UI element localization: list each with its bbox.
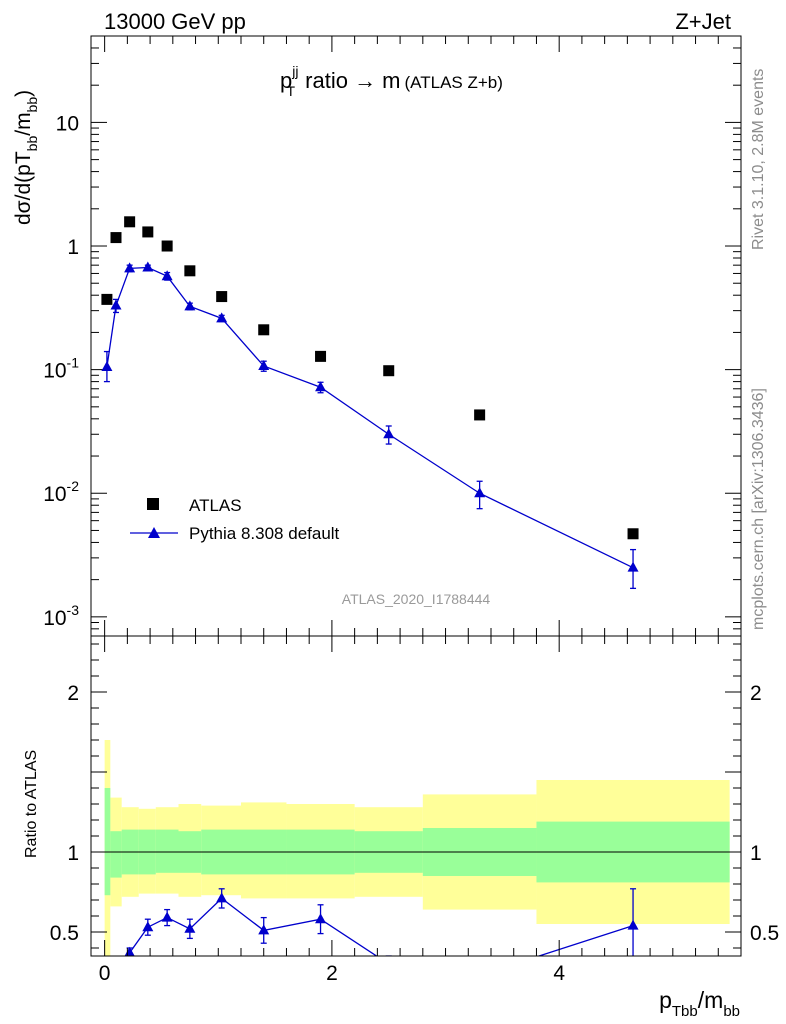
ratio-frame (90, 635, 742, 957)
pythia-series (101, 261, 639, 590)
legend: ATLAS Pythia 8.308 default (130, 496, 340, 543)
ratio-y-tick-label-left: 0.5 (50, 922, 79, 945)
atlas-point (101, 293, 113, 305)
pythia-point (110, 299, 122, 310)
ratio-y-tick-label-left: 1 (67, 842, 79, 865)
atlas-point (474, 409, 486, 421)
pythia-point (627, 561, 639, 572)
pythia-point (216, 312, 228, 323)
pythia-point (142, 261, 154, 272)
atlas-point (124, 216, 136, 228)
pythia-point (101, 361, 113, 372)
ratio-green-band (155, 829, 179, 873)
atlas-series (101, 216, 639, 540)
ratio-pythia-point (142, 921, 154, 932)
ratio-pythia-point (627, 919, 639, 930)
ratio-pythia-point (258, 924, 270, 935)
pythia-point (124, 262, 136, 273)
x-axis-label: pTbb/mbb (659, 987, 740, 1020)
process-label: Z+Jet (675, 9, 731, 34)
ratio-pythia-point (184, 922, 196, 933)
main-y-tick-labels: 10 1 10-1 10-2 10-3 (43, 112, 79, 629)
ratio-green-band (110, 831, 122, 878)
main-y-tick-label: 10-1 (43, 355, 79, 383)
main-y-tick-label: 10 (56, 112, 79, 135)
x-tick-label: 2 (326, 962, 338, 985)
main-y-tick-label: 10-2 (43, 478, 79, 506)
atlas-point (110, 232, 122, 244)
ratio-green-band (104, 788, 111, 896)
atlas-point (142, 226, 154, 238)
analysis-watermark: ATLAS_2020_I1788444 (342, 591, 491, 607)
ratio-y-tick-label-right: 1 (750, 842, 762, 865)
main-panel: 10 1 10-1 10-2 10-3 pjj T ratio → m (ATLAS Z+b… (12, 35, 742, 637)
atlas-point (383, 365, 395, 377)
pythia-point (184, 300, 196, 311)
atlas-point (216, 291, 228, 303)
ratio-y-axis-label: Ratio to ATLAS (23, 750, 40, 858)
main-y-tick-label: 10-3 (43, 602, 79, 630)
main-y-tick-label: 1 (67, 236, 79, 259)
ratio-pythia-point (216, 892, 228, 903)
ratio-pythia-point (111, 961, 122, 971)
pythia-line (106, 266, 634, 569)
ratio-y-tick-labels: 0.5 0.5 1 1 2 2 (50, 682, 779, 945)
ratio-bands (104, 740, 730, 956)
ratio-y-tick-label-right: 0.5 (750, 922, 779, 945)
legend-atlas-label: ATLAS (189, 496, 242, 515)
main-title: pjj T ratio → m (ATLAS Z+b) (280, 63, 503, 99)
ratio-ticks (91, 636, 741, 956)
x-tick-label: 4 (553, 962, 565, 985)
atlas-point (315, 350, 327, 362)
ratio-pythia-point (161, 911, 173, 922)
pythia-point (383, 428, 395, 439)
ratio-panel: 0.5 0.5 1 1 2 2 0 2 4 Ratio to ATLAS pTbb/mbb (23, 635, 779, 1020)
energy-label: 13000 GeV pp (104, 9, 246, 34)
legend-pythia-marker (148, 527, 160, 538)
main-ticks (91, 35, 741, 637)
rivet-label: Rivet 3.1.10, 2.8M events (750, 69, 767, 250)
pythia-point (258, 359, 270, 370)
ratio-pythia-point (315, 913, 327, 924)
atlas-point (627, 528, 639, 540)
ratio-y-tick-label-right: 2 (750, 682, 762, 705)
main-frame (90, 35, 742, 637)
ratio-y-tick-label-left: 2 (67, 682, 79, 705)
atlas-point (258, 324, 270, 336)
pythia-point (315, 381, 327, 392)
x-tick-label: 0 (99, 962, 111, 985)
main-y-axis-label: dσ/d(pTbb/mbb) (12, 90, 40, 225)
ratio-pythia-point (383, 958, 394, 968)
mcplots-label: mcplots.cern.ch [arXiv:1306.3436] (750, 388, 767, 630)
legend-atlas-marker (147, 498, 159, 510)
pythia-point (474, 487, 486, 498)
legend-pythia-label: Pythia 8.308 default (189, 524, 340, 543)
ratio-pythia-point (474, 969, 485, 979)
atlas-point (161, 240, 173, 252)
pythia-point (161, 270, 173, 281)
atlas-point (184, 265, 196, 277)
x-tick-labels: 0 2 4 (99, 962, 566, 985)
